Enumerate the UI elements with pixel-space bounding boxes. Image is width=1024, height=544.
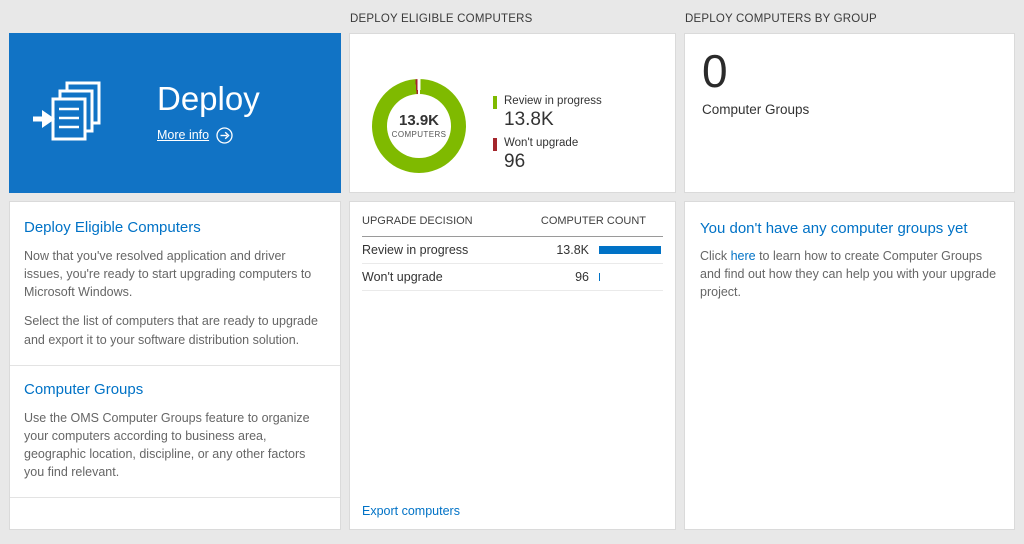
legend-value: 13.8K xyxy=(504,109,554,130)
group-count: 0 xyxy=(702,45,728,97)
computer-groups-count-card: 0 Computer Groups xyxy=(684,33,1015,193)
section-paragraph: Now that you've resolved application and… xyxy=(24,249,312,300)
legend-value: 96 xyxy=(504,150,526,172)
left-column-header xyxy=(9,0,341,33)
here-link[interactable]: here xyxy=(730,249,756,263)
section-heading-deploy-eligible: Deploy Eligible Computers xyxy=(24,219,201,236)
deploy-description-card: Deploy Eligible Computers Now that you'v… xyxy=(9,201,341,530)
tile-title: Deploy xyxy=(157,80,260,118)
row-label: Won't upgrade xyxy=(362,270,443,284)
legend-item-review-in-progress: Review in progress 13.8K xyxy=(493,95,602,131)
middle-column: DEPLOY ELIGIBLE COMPUTERS 13.9K COMPUTER… xyxy=(349,0,676,544)
more-info-link[interactable]: More info xyxy=(157,128,210,143)
column-header-upgrade-decision: UPGRADE DECISION xyxy=(362,215,473,227)
section-deploy-eligible: Deploy Eligible Computers Now that you'v… xyxy=(24,219,326,349)
left-column: Deploy More info Deploy Eligible Compute… xyxy=(9,0,341,544)
text-before-link: Click xyxy=(700,249,731,263)
empty-state-heading: You don't have any computer groups yet xyxy=(700,220,968,237)
arrow-circle-icon xyxy=(216,127,233,144)
legend-label: Review in progress xyxy=(504,95,602,107)
deploy-eligible-computers-header: DEPLOY ELIGIBLE COMPUTERS xyxy=(350,13,533,25)
row-count: 13.8K xyxy=(556,243,589,257)
section-computer-groups: Computer Groups Use the OMS Computer Gro… xyxy=(24,381,326,482)
deploy-computers-by-group-header: DEPLOY COMPUTERS BY GROUP xyxy=(685,13,877,25)
donut-center-label: COMPUTERS xyxy=(391,130,447,140)
legend-swatch-green xyxy=(493,96,497,109)
chart-legend: Review in progress 13.8K Won't upgrade 9… xyxy=(493,95,602,179)
donut-hole: 13.9K COMPUTERS xyxy=(387,94,451,158)
section-paragraph: Use the OMS Computer Groups feature to o… xyxy=(24,410,310,479)
column-header-computer-count: COMPUTER COUNT xyxy=(540,215,646,227)
export-computers-link[interactable]: Export computers xyxy=(362,504,460,518)
donut-chart[interactable]: 13.9K COMPUTERS xyxy=(372,79,466,173)
more-info-row: More info xyxy=(157,127,260,144)
tile-text: Deploy More info xyxy=(157,82,260,144)
empty-state-text: Click here to learn how to create Comput… xyxy=(700,247,999,301)
legend-swatch-red xyxy=(493,137,497,151)
right-column: DEPLOY COMPUTERS BY GROUP 0 Computer Gro… xyxy=(684,0,1015,544)
section-paragraph: Select the list of computers that are re… xyxy=(24,314,318,347)
row-count: 96 xyxy=(575,270,589,284)
legend-label: Won't upgrade xyxy=(504,136,579,149)
count-bar xyxy=(599,273,601,281)
divider xyxy=(10,364,340,366)
donut-center-value: 13.9K xyxy=(398,111,440,129)
eligible-computers-chart-card: 13.9K COMPUTERS Review in progress 13.8K… xyxy=(349,33,676,193)
table-row-wont-upgrade[interactable]: Won't upgrade 96 xyxy=(362,264,663,291)
legend-item-wont-upgrade: Won't upgrade 96 xyxy=(493,137,602,173)
no-groups-card: You don't have any computer groups yet C… xyxy=(684,201,1015,530)
table-header: UPGRADE DECISION COMPUTER COUNT xyxy=(362,202,663,237)
upgrade-decision-table-card: UPGRADE DECISION COMPUTER COUNT Review i… xyxy=(349,201,676,530)
section-heading-computer-groups: Computer Groups xyxy=(24,380,144,398)
table-row-review-in-progress[interactable]: Review in progress 13.8K xyxy=(362,237,663,264)
group-count-label: Computer Groups xyxy=(702,101,810,117)
text-after-link: to learn how to create Computer Groups a… xyxy=(700,249,997,300)
row-bar-track xyxy=(599,273,663,281)
row-bar-track xyxy=(599,246,663,254)
deploy-tile[interactable]: Deploy More info xyxy=(9,33,341,193)
divider xyxy=(10,497,340,499)
count-bar xyxy=(599,246,662,254)
row-label: Review in progress xyxy=(362,243,469,257)
deploy-icon xyxy=(31,73,111,153)
